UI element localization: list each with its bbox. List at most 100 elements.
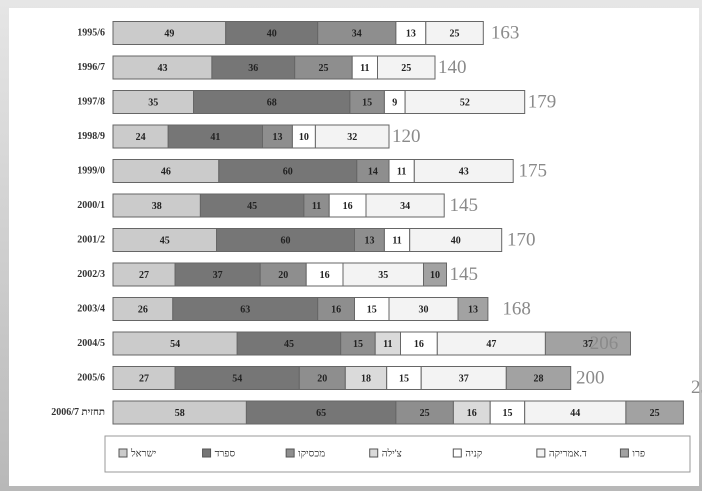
category-label: 1999/0 bbox=[77, 165, 105, 176]
total-label: 168 bbox=[502, 298, 531, 319]
category-label: 1995/6 bbox=[77, 27, 105, 38]
category-label: 1998/9 bbox=[77, 131, 105, 142]
bar-segment bbox=[404, 90, 526, 114]
value-label: 35 bbox=[378, 270, 388, 281]
category-label: 1996/7 bbox=[77, 62, 105, 73]
total-label: 145 bbox=[450, 195, 479, 216]
value-label: 34 bbox=[352, 28, 362, 39]
value-label: 30 bbox=[419, 304, 429, 315]
value-label: 35 bbox=[148, 97, 158, 108]
value-label: 11 bbox=[397, 166, 406, 177]
legend-label: פרו bbox=[632, 448, 645, 459]
value-label: 54 bbox=[170, 339, 180, 350]
value-label: 13 bbox=[406, 28, 416, 39]
value-label: 40 bbox=[267, 28, 277, 39]
value-label: 52 bbox=[460, 97, 470, 108]
legend-label: מכסיקו bbox=[298, 448, 325, 459]
value-label: 63 bbox=[240, 304, 250, 315]
legend-swatch bbox=[118, 448, 128, 458]
category-label: 2006/7 תחזית bbox=[51, 407, 105, 418]
value-label: 54 bbox=[232, 373, 242, 384]
category-label: 2000/1 bbox=[77, 200, 105, 211]
value-label: 65 bbox=[316, 408, 326, 419]
value-label: 9 bbox=[392, 97, 397, 108]
value-label: 40 bbox=[451, 235, 461, 246]
category-label: 2003/4 bbox=[77, 303, 105, 314]
value-label: 47 bbox=[486, 339, 496, 350]
value-label: 11 bbox=[383, 339, 392, 350]
legend-swatch bbox=[369, 448, 379, 458]
value-label: 16 bbox=[343, 201, 353, 212]
value-label: 15 bbox=[353, 339, 363, 350]
legend-swatch bbox=[619, 448, 629, 458]
value-label: 25 bbox=[450, 28, 460, 39]
category-label: 2002/3 bbox=[77, 269, 105, 280]
value-label: 11 bbox=[312, 201, 321, 212]
total-label: 163 bbox=[491, 22, 520, 43]
value-label: 37 bbox=[459, 373, 469, 384]
legend-swatch bbox=[536, 448, 546, 458]
value-label: 49 bbox=[164, 28, 174, 39]
bar-segment bbox=[625, 400, 684, 425]
value-label: 15 bbox=[367, 304, 377, 315]
value-label: 60 bbox=[283, 166, 293, 177]
value-label: 37 bbox=[213, 270, 223, 281]
value-label: 43 bbox=[459, 166, 469, 177]
value-label: 13 bbox=[364, 235, 374, 246]
category-label: 2005/6 bbox=[77, 372, 105, 383]
total-label: 170 bbox=[507, 229, 536, 250]
bar-segment bbox=[314, 124, 390, 149]
value-label: 27 bbox=[139, 270, 149, 281]
value-label: 43 bbox=[157, 63, 167, 74]
value-label: 58 bbox=[175, 408, 185, 419]
value-label: 16 bbox=[320, 270, 330, 281]
value-label: 11 bbox=[392, 235, 401, 246]
total-label: 120 bbox=[392, 126, 421, 147]
legend-label: צ'ילה bbox=[382, 447, 402, 459]
value-label: 32 bbox=[347, 132, 357, 143]
category-label: 1997/8 bbox=[77, 96, 105, 107]
value-label: 11 bbox=[360, 63, 369, 74]
value-label: 26 bbox=[138, 304, 148, 315]
value-label: 14 bbox=[368, 166, 378, 177]
total-label: 179 bbox=[528, 91, 557, 112]
bar-segment bbox=[413, 159, 514, 183]
value-label: 36 bbox=[248, 63, 258, 74]
value-label: 46 bbox=[161, 166, 171, 177]
total-label: 206 bbox=[590, 333, 619, 354]
bar-segment bbox=[505, 366, 572, 390]
value-label: 68 bbox=[267, 97, 277, 108]
bar-segment bbox=[544, 331, 632, 356]
legend-swatch bbox=[202, 448, 212, 458]
bar-segment bbox=[457, 297, 489, 321]
total-label: 250 bbox=[691, 377, 702, 398]
bar-segment bbox=[423, 262, 447, 287]
value-label: 24 bbox=[136, 132, 146, 143]
value-label: 34 bbox=[400, 201, 410, 212]
legend-swatch bbox=[285, 448, 295, 458]
value-label: 18 bbox=[361, 373, 371, 384]
category-label: 2004/5 bbox=[77, 338, 105, 349]
value-label: 28 bbox=[534, 373, 544, 384]
bar-segment bbox=[377, 55, 436, 80]
total-label: 145 bbox=[450, 264, 479, 285]
value-label: 25 bbox=[650, 408, 660, 419]
value-label: 27 bbox=[139, 373, 149, 384]
value-label: 13 bbox=[468, 304, 478, 315]
value-label: 16 bbox=[467, 408, 477, 419]
total-label: 140 bbox=[438, 57, 467, 78]
legend-label: ישראל bbox=[130, 447, 157, 459]
value-label: 38 bbox=[152, 201, 162, 212]
value-label: 13 bbox=[272, 132, 282, 143]
value-label: 44 bbox=[570, 408, 580, 419]
value-label: 20 bbox=[317, 373, 327, 384]
value-label: 16 bbox=[331, 304, 341, 315]
value-label: 20 bbox=[278, 270, 288, 281]
value-label: 25 bbox=[318, 63, 328, 74]
legend-label: ד.אמריקה bbox=[549, 448, 587, 459]
value-label: 10 bbox=[299, 132, 309, 143]
category-label: 2001/2 bbox=[77, 234, 105, 245]
value-label: 60 bbox=[281, 235, 291, 246]
value-label: 16 bbox=[414, 339, 424, 350]
total-label: 175 bbox=[519, 160, 548, 181]
